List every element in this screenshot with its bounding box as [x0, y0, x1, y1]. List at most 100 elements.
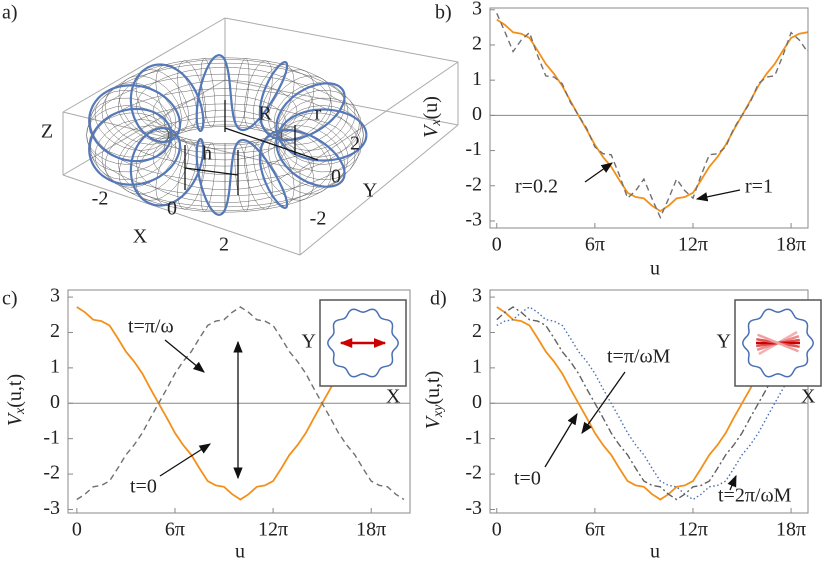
x-axis-label: u: [650, 258, 660, 280]
y-tick-label: 2: [472, 33, 482, 55]
y-axis-label: Y: [363, 180, 377, 202]
panel-label: d): [430, 288, 447, 310]
x-tick-label: 6π: [585, 519, 605, 541]
series-line: [496, 306, 808, 501]
x-tick-label: 12π: [678, 234, 708, 256]
annotation: t=0: [514, 468, 541, 490]
annotation-arrow: [581, 371, 626, 434]
y-axis-label: Vx(u,t): [4, 374, 29, 426]
y-tick-label: 0: [331, 166, 341, 188]
x-tick-label: -2: [92, 188, 109, 210]
inset-wavy-circle: [742, 308, 814, 378]
torus-mesh: [164, 120, 286, 175]
y-tick-label: 3: [472, 285, 482, 307]
x-tick-label: 6π: [165, 519, 185, 541]
y-tick-label: 0: [472, 103, 482, 125]
inset-wavy-circle: [327, 308, 399, 378]
annotation: t=π/ωM: [607, 346, 671, 368]
series-line: [496, 18, 808, 213]
series-line: [76, 306, 405, 501]
y-tick-label: -1: [465, 426, 482, 448]
y-tick-label: -2: [43, 462, 60, 484]
y-tick-label: 2: [350, 133, 360, 155]
x-tick-label: 18π: [776, 519, 806, 541]
torus-annotation: r: [315, 103, 322, 125]
inset-label: X: [801, 386, 816, 408]
inset-frame: [319, 299, 407, 387]
y-axis-label-part: x: [13, 407, 28, 415]
y-tick-label: 3: [50, 285, 60, 307]
torus-mesh: [136, 124, 314, 203]
annotation-arrow: [164, 339, 205, 373]
x-tick-label: 18π: [776, 234, 806, 256]
annotation: t=π/ω: [128, 316, 174, 338]
bounding-box: [299, 61, 459, 171]
torus-mesh: [155, 64, 197, 132]
x-tick-label: 12π: [678, 519, 708, 541]
annotation: t=2π/ωM: [718, 485, 792, 507]
y-axis-label-part: (u): [420, 96, 442, 119]
x-tick-label: 0: [72, 519, 82, 541]
series-line: [496, 13, 808, 220]
x-tick-label: 0: [492, 519, 502, 541]
y-axis-label-part: V: [420, 123, 442, 138]
torus-mesh: [136, 67, 314, 146]
helix-coil: [88, 54, 368, 216]
annotation-arrow: [695, 189, 741, 202]
y-tick-label: 0: [50, 391, 60, 413]
torus-mesh: [168, 109, 282, 161]
z-axis-label: Z: [41, 121, 53, 143]
y-tick-label: -2: [465, 462, 482, 484]
y-tick-label: 3: [472, 0, 482, 19]
y-tick-label: -3: [465, 497, 482, 519]
annotation-arrow: [159, 443, 211, 477]
y-tick-label: -1: [43, 426, 60, 448]
radius-line: [224, 127, 319, 161]
pitch-line: [184, 167, 239, 176]
annotation-arrow: [727, 474, 737, 491]
inset-arrow: [757, 333, 799, 353]
series-line: [496, 306, 808, 501]
y-axis-label-part: V: [4, 411, 26, 426]
x-tick-label: 0: [492, 234, 502, 256]
annotation: t=0: [130, 476, 157, 498]
y-axis-label-part: (u,t): [422, 371, 444, 405]
y-tick-label: 2: [50, 320, 60, 342]
plot-frame: [67, 289, 411, 514]
panel-label: a): [2, 2, 18, 24]
x-axis-label: u: [650, 541, 660, 563]
plot-frame: [489, 289, 809, 514]
y-tick-label: 2: [472, 320, 482, 342]
y-axis-label-part: V: [422, 414, 444, 429]
torus-mesh: [155, 138, 197, 206]
bounding-box: [62, 17, 226, 113]
inset-label: Y: [717, 331, 731, 353]
x-tick-label: 2: [219, 234, 229, 256]
y-tick-label: -2: [465, 173, 482, 195]
bounding-box: [62, 174, 301, 256]
torus-annotation: h: [202, 143, 212, 165]
panel-label: b): [435, 2, 452, 24]
annotation-arrow: [584, 162, 613, 183]
plot-frame: [489, 7, 809, 229]
torus-mesh: [164, 95, 286, 150]
y-tick-label: -2: [310, 208, 327, 230]
y-tick-label: 0: [472, 391, 482, 413]
x-tick-label: 12π: [258, 519, 288, 541]
x-axis-label: u: [235, 541, 245, 563]
inset-label: X: [386, 386, 401, 408]
bounding-box: [224, 79, 459, 126]
y-tick-label: -3: [465, 209, 482, 231]
inset-label: Y: [302, 331, 316, 353]
y-tick-label: 1: [472, 355, 482, 377]
y-axis-label: Vxy(u,t): [422, 371, 447, 430]
bounding-box: [224, 17, 459, 63]
annotation: r=1: [745, 176, 773, 198]
y-axis-label-part: (u,t): [4, 374, 26, 408]
y-axis-label: Vx(u): [420, 96, 445, 138]
y-axis-label-part: x: [429, 119, 444, 127]
annotation: r=0.2: [515, 176, 558, 198]
x-tick-label: 18π: [356, 519, 386, 541]
x-tick-label: 0: [167, 198, 177, 220]
